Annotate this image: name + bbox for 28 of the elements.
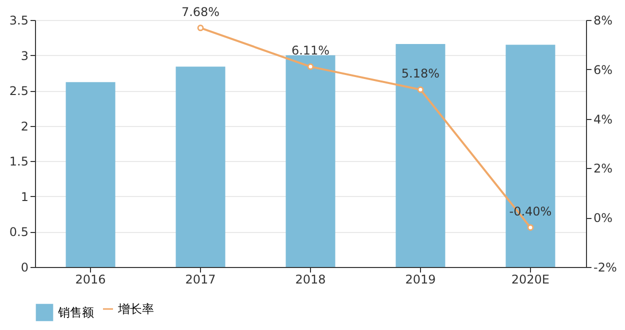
y2-tick-label: 6% bbox=[594, 62, 613, 77]
y-tick-label: 0.5 bbox=[9, 225, 28, 240]
x-tick-label: 2016 bbox=[75, 272, 106, 286]
y-tick-label: 1.5 bbox=[9, 154, 28, 169]
point bbox=[417, 86, 424, 93]
legend-label: 销售额 bbox=[57, 306, 94, 320]
y2-tick-label: 0% bbox=[594, 211, 613, 226]
y2-tick-label: 2% bbox=[594, 162, 613, 176]
legend-label: 增长率 bbox=[117, 302, 154, 316]
data-label: 5.18% bbox=[401, 66, 440, 81]
y-tick-label: 0 bbox=[20, 260, 28, 274]
x-tick-label: 2019 bbox=[405, 272, 436, 286]
y-tick-label: 1 bbox=[20, 190, 28, 204]
y-tick-label: 3.5 bbox=[9, 14, 28, 28]
y-tick-label: 3 bbox=[20, 48, 28, 63]
point bbox=[307, 63, 314, 70]
y2-tick-label: 8% bbox=[594, 14, 613, 28]
x-tick-label: 2017 bbox=[185, 272, 216, 286]
data-label: 7.68% bbox=[181, 4, 220, 19]
x-tick-label: 2020E bbox=[511, 272, 550, 286]
point bbox=[527, 224, 534, 231]
y2-tick-label: 4% bbox=[594, 112, 613, 126]
point bbox=[197, 24, 204, 32]
y-tick-label: 2 bbox=[20, 119, 28, 134]
data-label: 6.11% bbox=[291, 44, 330, 58]
y2-tick-label: -2% bbox=[594, 260, 617, 274]
x-tick-label: 2018 bbox=[295, 272, 326, 286]
y-tick-label: 2.5 bbox=[9, 84, 28, 98]
